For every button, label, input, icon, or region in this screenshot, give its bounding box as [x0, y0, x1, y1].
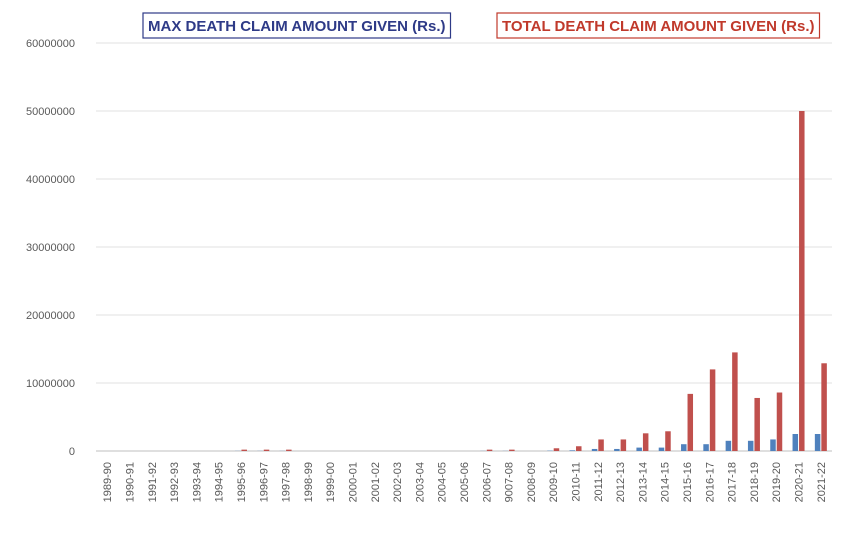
x-tick-label: 1991-92 [147, 462, 159, 502]
bar [681, 444, 687, 451]
x-tick-label: 2014-15 [660, 462, 672, 502]
x-tick-label: 2018-19 [749, 462, 761, 502]
x-tick-label: 2012-13 [615, 462, 627, 502]
bar [591, 448, 598, 451]
bar [598, 439, 604, 451]
y-tick-label: 40000000 [26, 174, 75, 186]
bar [636, 447, 642, 451]
bar [241, 449, 247, 451]
bar [569, 450, 576, 451]
x-tick-label: 2003-04 [414, 462, 426, 502]
y-tick-label: 30000000 [26, 242, 75, 254]
x-tick-label: 1998-99 [303, 462, 315, 502]
bar [486, 449, 493, 451]
bar [799, 111, 805, 451]
x-tick-label: 2009-10 [548, 462, 560, 502]
bar [620, 439, 627, 451]
bar [747, 440, 754, 451]
bar [553, 448, 560, 451]
x-tick-label: 9007-08 [504, 462, 516, 502]
x-tick-label: 2004-05 [437, 462, 449, 502]
x-tick-label: 2006-07 [481, 462, 493, 502]
y-tick-label: 60000000 [26, 38, 75, 50]
bar [703, 444, 709, 451]
bar [732, 352, 738, 451]
x-tick-label: 2008-09 [526, 462, 538, 502]
x-tick-label: 2013-14 [637, 462, 649, 502]
x-tick-label: 1992-93 [169, 462, 181, 502]
bar [687, 393, 694, 451]
bar [642, 433, 649, 451]
x-tick-label: 2016-17 [704, 462, 716, 502]
bar [821, 363, 827, 451]
x-tick-label: 2017-18 [727, 462, 739, 502]
bar [709, 369, 716, 451]
x-tick-label: 2002-03 [392, 462, 404, 502]
x-tick-label: 1999-00 [325, 462, 337, 502]
x-tick-label: 1996-97 [258, 462, 270, 502]
bar [792, 434, 799, 451]
bar [776, 392, 783, 451]
x-tick-label: 1995-96 [236, 462, 248, 502]
bar [725, 440, 732, 451]
x-tick-label: 1993-94 [191, 462, 203, 502]
x-tick-label: 2000-01 [347, 462, 359, 502]
legend-box [496, 12, 821, 39]
y-tick-label: 0 [69, 446, 75, 458]
bar [576, 446, 582, 451]
x-tick-label: 2015-16 [682, 462, 694, 502]
bar [658, 447, 665, 451]
x-tick-label: 1989-90 [102, 462, 114, 502]
x-tick-label: 2001-02 [370, 462, 382, 502]
legend-label: MAX DEATH CLAIM AMOUNT GIVEN (Rs.) [148, 18, 446, 35]
x-tick-label: 2020-21 [794, 462, 806, 502]
bar [665, 431, 671, 451]
x-tick-label: 1997-98 [281, 462, 293, 502]
x-tick-label: 2019-20 [771, 462, 783, 502]
bar [614, 448, 620, 451]
bar [814, 434, 821, 451]
x-tick-label: 2010-11 [571, 462, 583, 502]
x-tick-label: 2011-12 [593, 462, 605, 502]
bar [263, 449, 270, 451]
x-tick-label: 1990-91 [124, 462, 136, 502]
bar [509, 449, 515, 451]
x-tick-label: 1994-95 [214, 462, 226, 502]
bar [286, 449, 292, 451]
y-tick-label: 10000000 [26, 378, 75, 390]
x-tick-label: 2021-22 [816, 462, 828, 502]
legend-label: TOTAL DEATH CLAIM AMOUNT GIVEN (Rs.) [502, 18, 815, 35]
x-tick-label: 2005-06 [459, 462, 471, 502]
y-tick-label: 50000000 [26, 106, 75, 118]
bar [754, 397, 760, 451]
legend-box [142, 12, 452, 39]
y-tick-label: 20000000 [26, 310, 75, 322]
bar [770, 439, 776, 451]
